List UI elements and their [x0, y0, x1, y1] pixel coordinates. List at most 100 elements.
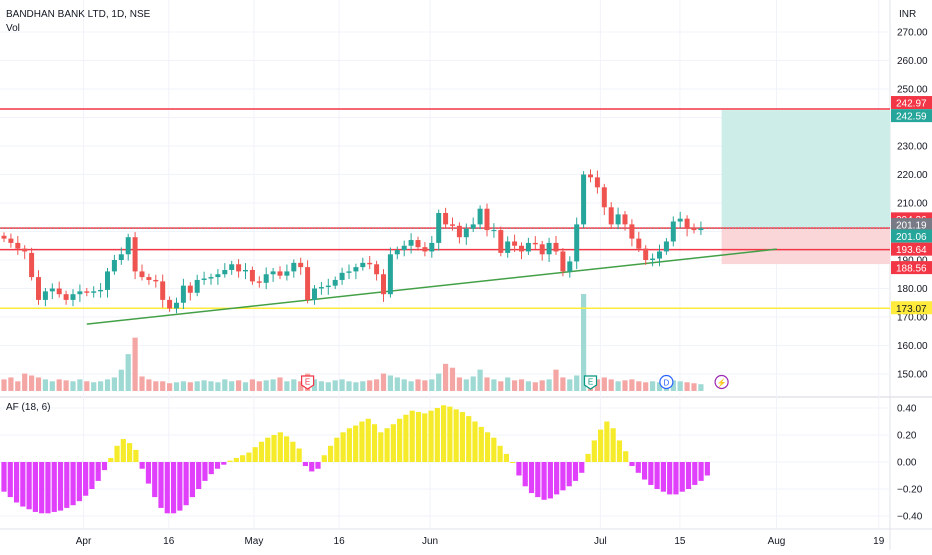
candle[interactable] [270, 267, 276, 282]
candle[interactable] [422, 242, 428, 257]
candle[interactable] [415, 236, 421, 251]
candle[interactable] [394, 246, 400, 260]
event-marker-earn-green[interactable]: E [583, 375, 598, 390]
candle[interactable] [215, 269, 221, 285]
candle[interactable] [629, 219, 635, 247]
candle[interactable] [677, 211, 683, 228]
candle[interactable] [374, 260, 380, 281]
candle[interactable] [339, 267, 345, 285]
candle[interactable] [574, 217, 580, 270]
candle[interactable] [436, 209, 442, 251]
candle[interactable] [519, 242, 524, 260]
candle[interactable] [663, 238, 669, 255]
candle[interactable] [98, 283, 104, 298]
candle[interactable] [29, 247, 35, 281]
event-marker-split[interactable]: ⚡ [714, 374, 729, 390]
candle[interactable] [525, 237, 531, 255]
candle[interactable] [15, 236, 21, 255]
candle[interactable] [284, 264, 290, 281]
candle[interactable] [698, 221, 704, 235]
candle[interactable] [353, 263, 359, 280]
candle[interactable] [594, 170, 600, 194]
candle[interactable] [105, 267, 110, 298]
candle[interactable] [208, 273, 214, 285]
candle[interactable] [567, 256, 573, 278]
candle[interactable] [249, 266, 255, 285]
candle[interactable] [484, 203, 490, 237]
candle[interactable] [146, 273, 152, 285]
event-marker-earn-red[interactable]: E [301, 375, 315, 390]
candle[interactable] [463, 223, 469, 245]
candle[interactable] [70, 289, 76, 307]
candle[interactable] [187, 282, 193, 301]
candle[interactable] [111, 254, 117, 275]
candle[interactable] [153, 274, 159, 288]
candle[interactable] [236, 259, 242, 278]
candle[interactable] [22, 245, 28, 260]
candle[interactable] [201, 271, 207, 285]
candle[interactable] [691, 223, 697, 234]
candle[interactable] [505, 236, 511, 258]
candle[interactable] [622, 210, 628, 231]
candle[interactable] [650, 253, 656, 267]
candle[interactable] [470, 217, 476, 233]
candle[interactable] [360, 257, 366, 271]
candle[interactable] [167, 296, 173, 312]
candle[interactable] [456, 222, 462, 244]
candle[interactable] [229, 260, 235, 275]
candle[interactable] [56, 281, 62, 298]
candle[interactable] [408, 233, 414, 254]
candle[interactable] [325, 278, 331, 295]
candle[interactable] [312, 285, 317, 305]
candle[interactable] [601, 183, 607, 215]
candle[interactable] [450, 217, 455, 231]
candle[interactable] [49, 283, 55, 300]
candle[interactable] [42, 287, 48, 307]
candle[interactable] [277, 266, 283, 280]
candle[interactable] [118, 247, 124, 265]
candle[interactable] [77, 284, 83, 302]
candle[interactable] [291, 259, 297, 278]
candle[interactable] [512, 234, 518, 253]
candle[interactable] [643, 245, 649, 265]
candle[interactable] [498, 226, 504, 257]
candle[interactable] [160, 274, 166, 308]
long-position-stop-zone[interactable] [721, 228, 890, 265]
candle[interactable] [491, 223, 497, 238]
candle[interactable] [63, 290, 69, 305]
candle[interactable] [477, 205, 483, 230]
candle[interactable] [305, 260, 311, 304]
candle[interactable] [125, 233, 131, 261]
candle[interactable] [553, 236, 559, 255]
candle[interactable] [532, 236, 538, 250]
candle[interactable] [608, 202, 614, 228]
candle[interactable] [443, 207, 449, 228]
candle[interactable] [222, 263, 228, 278]
support-trendline[interactable] [86, 248, 777, 325]
candle[interactable] [174, 297, 179, 314]
event-marker-dividend[interactable]: D [659, 374, 674, 390]
candle[interactable] [91, 286, 97, 298]
candle[interactable] [298, 257, 304, 275]
candle[interactable] [180, 278, 186, 310]
candle[interactable] [615, 207, 621, 230]
candle[interactable] [401, 240, 407, 257]
candle[interactable] [1, 232, 7, 243]
candle[interactable] [367, 256, 373, 270]
candle[interactable] [636, 231, 642, 253]
candle[interactable] [539, 240, 545, 261]
long-position-target-zone[interactable] [721, 110, 890, 229]
candle[interactable] [139, 264, 145, 281]
candle[interactable] [429, 236, 435, 258]
candle[interactable] [581, 171, 587, 228]
candle[interactable] [256, 276, 262, 288]
candle[interactable] [546, 237, 552, 262]
candle[interactable] [670, 216, 676, 247]
candle[interactable] [194, 274, 200, 297]
candle[interactable] [243, 263, 248, 280]
candle[interactable] [657, 244, 662, 267]
candle[interactable] [36, 270, 41, 305]
candle[interactable] [318, 281, 324, 295]
candle[interactable] [560, 248, 566, 277]
